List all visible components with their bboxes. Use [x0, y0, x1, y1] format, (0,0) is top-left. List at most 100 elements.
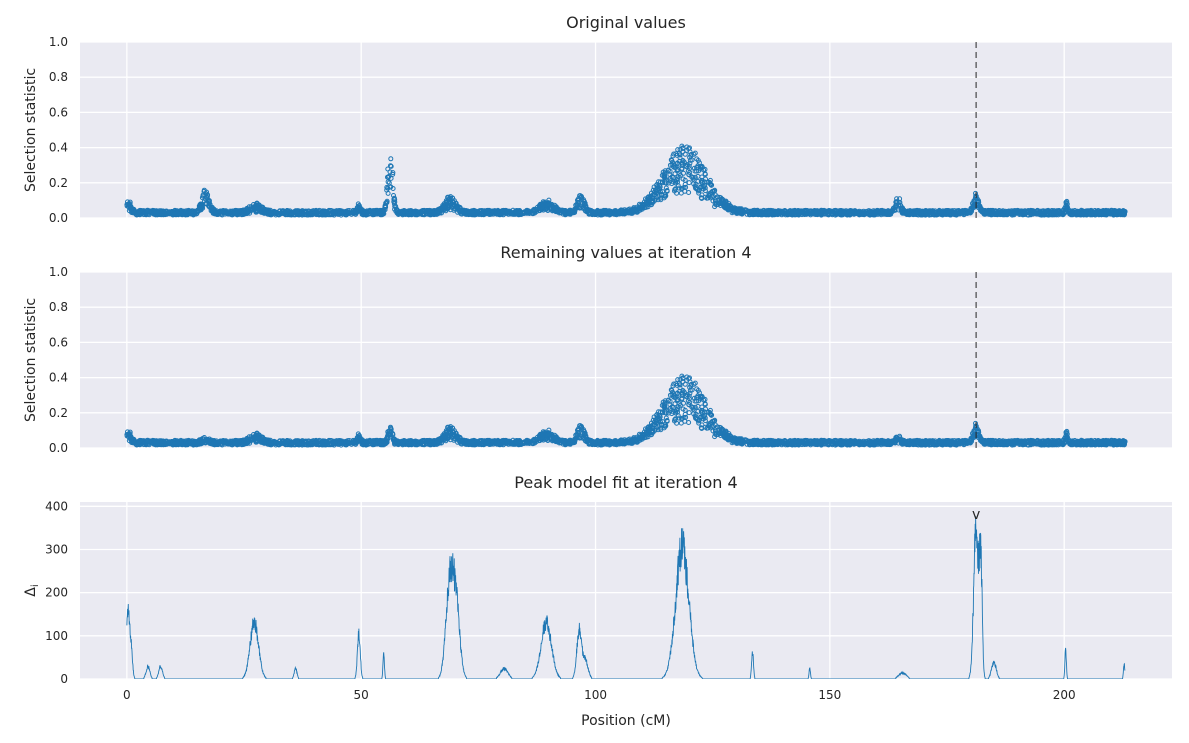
- data-point: [662, 173, 668, 179]
- data-point: [896, 199, 902, 205]
- data-point: [875, 209, 881, 215]
- data-point: [537, 203, 543, 209]
- data-point: [679, 186, 685, 192]
- data-point: [391, 193, 396, 198]
- data-point: [993, 211, 999, 216]
- data-point: [922, 211, 927, 217]
- data-point: [687, 149, 693, 155]
- data-point: [651, 184, 657, 190]
- data-point: [554, 205, 560, 211]
- data-point: [671, 151, 677, 157]
- data-point: [671, 164, 677, 170]
- data-point: [675, 176, 681, 182]
- data-point: [385, 185, 391, 191]
- data-point: [124, 203, 130, 209]
- data-point: [382, 204, 388, 210]
- data-point: [695, 179, 701, 184]
- data-point: [798, 210, 804, 216]
- data-point: [908, 209, 913, 215]
- data-point: [388, 163, 393, 169]
- plot-area: [80, 42, 1172, 218]
- y-tick-label: 0.8: [49, 70, 68, 84]
- data-point: [551, 208, 557, 213]
- data-point: [681, 400, 686, 406]
- data-point: [131, 208, 137, 214]
- data-point: [686, 163, 692, 169]
- data-point: [681, 159, 687, 165]
- data-point: [662, 170, 668, 176]
- data-point: [935, 210, 941, 215]
- data-point: [332, 209, 338, 215]
- data-point: [435, 207, 441, 213]
- data-point: [675, 174, 681, 180]
- data-point: [206, 200, 212, 206]
- data-point: [945, 210, 950, 216]
- data-point: [294, 210, 299, 216]
- data-point: [625, 210, 630, 216]
- data-point: [800, 210, 806, 216]
- data-point: [355, 204, 361, 210]
- data-point: [987, 211, 993, 216]
- data-point: [851, 211, 857, 217]
- data-point: [650, 192, 656, 198]
- data-point: [1039, 208, 1045, 214]
- data-point: [674, 160, 680, 166]
- data-point: [516, 211, 521, 217]
- data-point: [342, 209, 348, 215]
- data-point: [532, 208, 538, 214]
- y-tick-label: 0.6: [49, 335, 68, 349]
- data-point: [875, 208, 881, 214]
- data-point: [160, 208, 166, 214]
- data-point: [1121, 208, 1127, 214]
- data-point: [788, 208, 793, 214]
- data-point: [205, 192, 211, 198]
- data-point: [356, 206, 362, 212]
- data-point: [701, 179, 707, 185]
- data-point: [428, 211, 434, 217]
- data-point: [571, 208, 577, 214]
- data-point: [154, 209, 160, 215]
- data-point: [1079, 211, 1084, 217]
- data-point: [818, 212, 824, 218]
- data-point: [252, 206, 258, 212]
- y-tick-label: 0.2: [49, 406, 68, 420]
- data-point: [227, 208, 233, 214]
- data-point: [532, 210, 538, 216]
- data-point: [703, 406, 708, 412]
- data-point: [672, 187, 678, 192]
- data-point: [686, 180, 692, 186]
- data-point: [844, 209, 850, 215]
- data-point: [195, 207, 201, 213]
- data-point: [896, 202, 902, 208]
- data-point: [488, 211, 494, 217]
- data-point: [304, 212, 310, 218]
- scatter-points: [124, 373, 1128, 448]
- data-point: [881, 209, 886, 215]
- data-point: [127, 204, 133, 209]
- data-point: [869, 209, 875, 215]
- data-point: [209, 204, 215, 210]
- data-point: [627, 206, 633, 212]
- data-point: [1029, 211, 1035, 217]
- data-point: [746, 209, 751, 215]
- data-point: [888, 211, 893, 217]
- data-point: [692, 150, 698, 156]
- data-point: [293, 208, 299, 214]
- data-point: [839, 209, 845, 214]
- data-point: [440, 203, 446, 208]
- data-point: [707, 181, 713, 187]
- data-point: [747, 212, 752, 218]
- data-point: [253, 203, 259, 209]
- data-point: [137, 207, 143, 213]
- data-point: [576, 200, 582, 205]
- data-point: [351, 211, 357, 216]
- data-point: [388, 156, 394, 162]
- data-point: [581, 202, 587, 208]
- data-point: [970, 200, 975, 206]
- data-point: [699, 165, 705, 170]
- data-point: [1074, 210, 1080, 216]
- data-point: [711, 188, 717, 194]
- data-point: [1122, 211, 1127, 217]
- data-point: [280, 209, 285, 215]
